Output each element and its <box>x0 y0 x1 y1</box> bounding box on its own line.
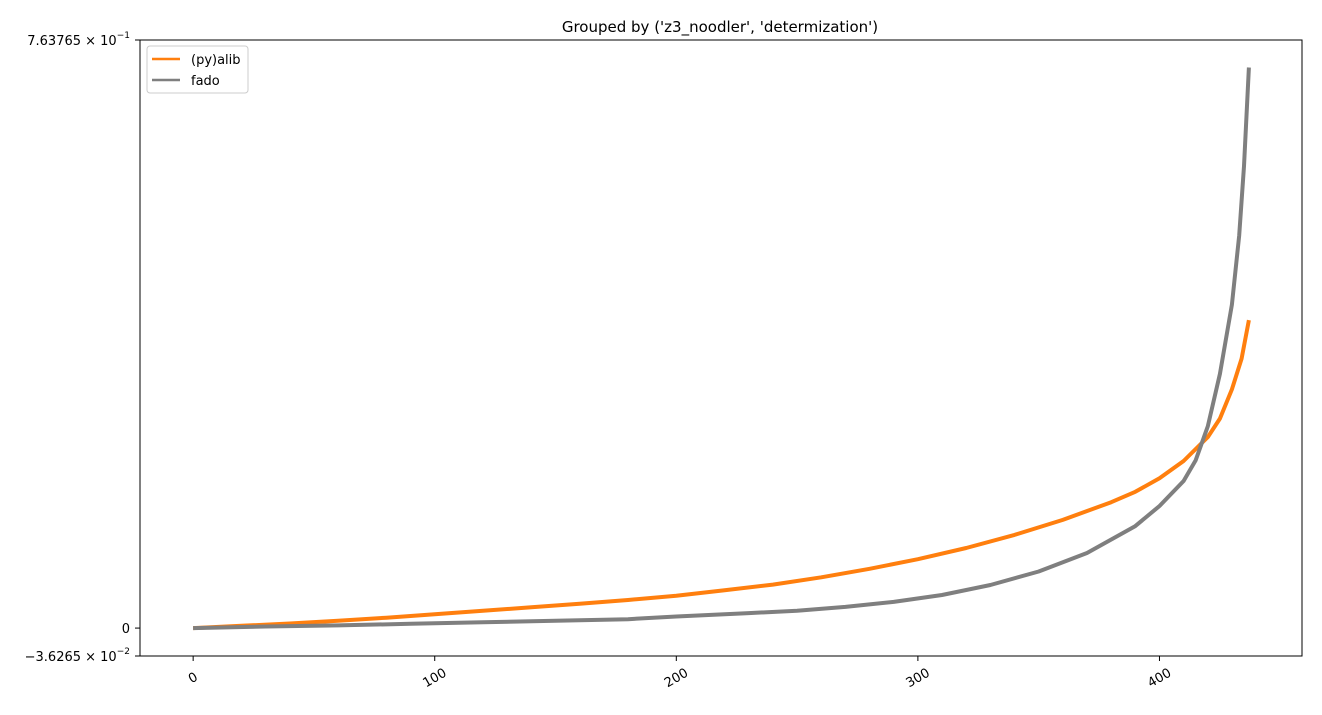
legend: (py)alib fado <box>146 45 249 94</box>
legend-label-1: (py)alib <box>191 53 241 68</box>
series-layer <box>193 67 1251 631</box>
y-tick-label: 0 <box>122 622 130 637</box>
series-line-2 <box>193 67 1251 631</box>
y-tick-exponent: −2 <box>117 647 130 657</box>
y-tick-label: 7.63765 × 10−1 <box>27 31 130 49</box>
chart-title: Grouped by ('z3_noodler', 'determization… <box>562 18 878 37</box>
series-line-1 <box>193 319 1251 631</box>
y-tick-label: −3.6265 × 10−2 <box>25 647 130 665</box>
y-tick-exponent: −1 <box>117 31 130 41</box>
legend-label-2: fado <box>191 74 220 89</box>
plot-frame <box>139 39 1303 657</box>
y-axis: 7.63765 × 10−1 0 −3.6265 × 10−2 <box>25 31 140 665</box>
